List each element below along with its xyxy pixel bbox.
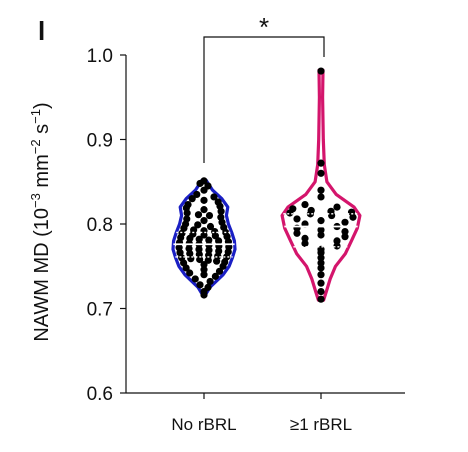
y-label-exp3: −1 — [28, 109, 43, 124]
data-point — [219, 262, 227, 270]
data-point — [301, 234, 309, 242]
violins — [171, 67, 362, 303]
y-ticks: 0.6 0.7 0.8 0.9 1.0 — [87, 46, 126, 405]
data-point — [215, 237, 223, 245]
data-point — [211, 272, 219, 280]
data-point — [301, 200, 309, 209]
data-point — [182, 264, 190, 272]
data-point — [188, 195, 196, 203]
data-point — [206, 222, 215, 231]
data-point — [293, 215, 301, 223]
data-point — [187, 255, 195, 263]
data-point — [196, 281, 204, 289]
data-point — [191, 275, 199, 283]
data-point — [200, 260, 208, 269]
y-tick-label: 0.8 — [87, 215, 113, 236]
data-point — [194, 211, 203, 219]
x-tick-label: No rBRL — [171, 415, 236, 434]
data-point — [333, 203, 341, 211]
data-point — [286, 209, 294, 217]
data-point — [317, 271, 325, 279]
data-point — [317, 67, 325, 75]
data-point — [193, 190, 201, 199]
data-point — [328, 211, 336, 220]
x-ticks: No rBRL ≥1 rBRL — [171, 393, 352, 434]
data-point — [341, 228, 349, 236]
data-point — [341, 233, 349, 241]
data-point — [349, 213, 357, 221]
significance-bracket: * — [203, 12, 325, 163]
violin-group — [280, 67, 362, 303]
y-label-end: ) — [31, 102, 53, 109]
data-point — [210, 193, 218, 201]
data-point — [317, 226, 325, 234]
y-tick-label: 0.9 — [87, 131, 113, 152]
data-point — [183, 209, 191, 217]
y-label-main: NAWM MD (10 — [31, 208, 53, 342]
data-point — [205, 236, 213, 244]
data-point — [200, 217, 208, 225]
data-point — [195, 235, 203, 243]
violin-group — [171, 177, 237, 299]
data-point — [215, 267, 224, 275]
data-point — [213, 257, 221, 265]
data-point — [317, 279, 325, 287]
y-label-exp2: −2 — [28, 139, 43, 154]
data-point — [317, 249, 325, 257]
data-point — [196, 255, 204, 264]
panel-label: l — [38, 16, 45, 46]
data-point — [317, 193, 325, 201]
data-point — [317, 288, 325, 296]
data-point — [200, 196, 208, 204]
y-tick-label: 0.7 — [87, 300, 113, 321]
y-tick-label: 0.6 — [87, 384, 113, 405]
y-label-mid: mm — [31, 154, 53, 193]
x-tick-label: ≥1 rBRL — [290, 415, 352, 434]
data-point — [341, 218, 349, 226]
data-point — [301, 239, 309, 248]
data-point — [317, 159, 325, 167]
y-tick-label: 1.0 — [87, 46, 113, 67]
data-point — [217, 207, 225, 215]
data-point — [200, 231, 208, 239]
bracket-line — [203, 36, 325, 163]
data-point — [196, 179, 204, 188]
data-point — [205, 211, 214, 220]
data-point — [306, 210, 315, 218]
data-point — [200, 186, 208, 194]
data-point — [200, 266, 208, 274]
y-axis-label: NAWM MD (10−3 mm−2 s−1) — [28, 102, 53, 341]
data-point — [317, 169, 325, 177]
y-label-exp1: −3 — [28, 193, 43, 208]
data-point — [200, 206, 208, 214]
data-point — [333, 242, 341, 250]
y-axis: 0.6 0.7 0.8 0.9 1.0 NAWM MD (10−3 mm−2 s−1) — [28, 46, 127, 405]
data-point — [317, 217, 325, 225]
data-point — [333, 237, 341, 245]
data-point — [200, 271, 208, 279]
y-label-s: s — [31, 124, 53, 140]
data-point — [317, 254, 325, 262]
data-point — [194, 221, 202, 229]
data-point — [317, 231, 325, 239]
data-point — [200, 291, 208, 299]
data-point — [186, 269, 194, 277]
x-axis: No rBRL ≥1 rBRL — [126, 392, 405, 434]
data-point — [206, 277, 214, 286]
data-point — [317, 259, 325, 267]
data-point — [317, 264, 325, 272]
data-point — [317, 186, 325, 194]
data-point — [317, 295, 325, 303]
significance-star: * — [259, 12, 269, 42]
data-point — [293, 229, 301, 237]
